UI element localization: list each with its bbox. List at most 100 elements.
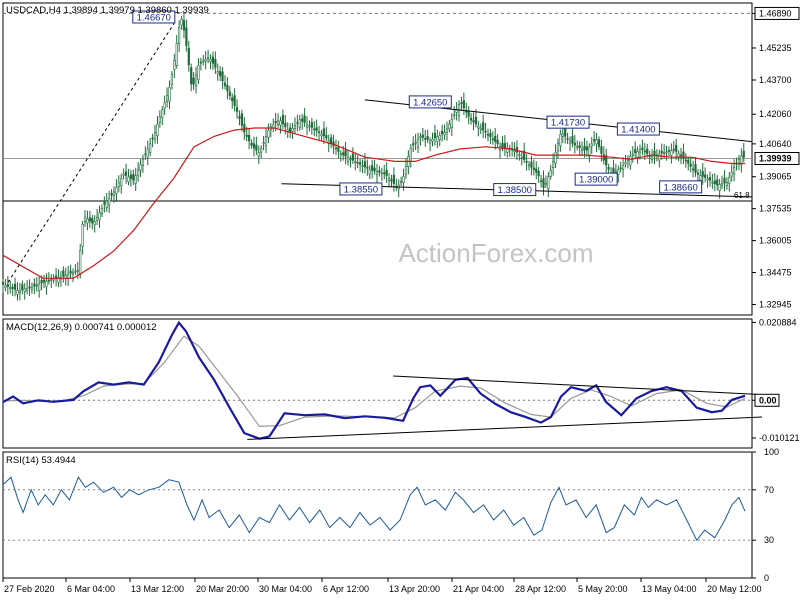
candle-body	[380, 172, 383, 175]
candle-body	[556, 143, 560, 152]
candle-body	[530, 161, 533, 168]
candle-body	[293, 125, 297, 129]
candle-body	[602, 154, 605, 161]
macd-axis-label: 0.020884	[759, 317, 797, 327]
candle-body	[303, 115, 306, 124]
candle-body	[523, 150, 526, 161]
candle-body	[706, 178, 709, 181]
macd-trendline	[393, 375, 763, 396]
candle-body	[687, 159, 690, 164]
candle-body	[330, 137, 333, 144]
rsi-axis-label: 0	[764, 573, 769, 583]
candle-body	[144, 153, 147, 156]
macd-axis-label: -0.010121	[759, 433, 800, 443]
candle-body	[178, 26, 181, 44]
candle-body	[414, 141, 417, 144]
price-axis-label: 1.45235	[759, 43, 792, 53]
candle-body	[175, 43, 178, 66]
candle-body	[723, 177, 726, 184]
candle-body	[448, 123, 451, 130]
candle-body	[252, 143, 256, 149]
candle-body	[42, 279, 46, 283]
candle-body	[701, 171, 704, 177]
candle-body	[158, 116, 161, 123]
candle-body	[713, 180, 716, 185]
candle-body	[214, 59, 217, 68]
candle-body	[57, 277, 60, 283]
candle-body	[219, 71, 222, 77]
candle-body	[103, 202, 106, 205]
candle-body	[416, 138, 420, 148]
candle-body	[547, 176, 550, 190]
candle-body	[433, 133, 437, 139]
candle-body	[472, 120, 475, 123]
price-annotation-box	[493, 183, 537, 197]
candle-body	[129, 174, 132, 179]
candle-body	[718, 184, 721, 191]
price-annotation-box	[339, 182, 383, 196]
watermark: ActionForex.com	[398, 238, 593, 268]
candle-body	[436, 136, 439, 142]
candle-body	[120, 178, 123, 187]
candle-body	[387, 178, 391, 181]
candle-body	[593, 139, 596, 142]
candle-body	[16, 290, 19, 295]
price-axis-label: 1.36005	[759, 236, 792, 246]
candle-body	[428, 140, 432, 144]
candle-body	[301, 118, 304, 122]
candle-body	[165, 95, 169, 102]
candle-body	[665, 151, 668, 154]
candle-body	[641, 147, 644, 151]
candle-body	[474, 116, 478, 125]
candle-body	[672, 148, 675, 151]
candle-body	[431, 139, 434, 142]
candle-body	[79, 250, 82, 275]
candle-body	[402, 176, 405, 183]
rsi-line	[2, 476, 746, 542]
candle-body	[660, 150, 663, 154]
candle-body	[115, 187, 118, 194]
candle-body	[161, 109, 164, 119]
price-annotation-label: 1.42650	[413, 97, 447, 108]
candle-body	[245, 134, 248, 137]
candle-body	[619, 167, 622, 170]
candle-body	[40, 279, 43, 284]
candle-body	[264, 136, 268, 147]
candle-body	[617, 169, 620, 175]
candle-body	[23, 288, 26, 292]
candle-body	[588, 146, 591, 157]
candle-body	[740, 155, 743, 166]
candle-body	[320, 133, 323, 137]
candle-body	[74, 270, 77, 273]
candle-body	[163, 102, 166, 109]
candle-body	[238, 116, 241, 119]
price-annotation-label: 1.39000	[579, 175, 613, 186]
candle-body	[173, 60, 176, 71]
candle-body	[426, 135, 429, 140]
candle-body	[117, 182, 120, 187]
candle-body	[289, 127, 292, 132]
candle-body	[383, 172, 386, 175]
candle-body	[112, 191, 116, 196]
candle-body	[206, 57, 210, 59]
candle-body	[88, 217, 91, 222]
x-axis-label: 30 Mar 04:00	[259, 584, 312, 594]
candle-body	[141, 158, 145, 166]
candle-body	[132, 174, 135, 181]
candle-body	[400, 180, 403, 184]
candle-body	[378, 170, 381, 173]
candle-body	[742, 150, 745, 158]
macd-value-tag: 0.00	[759, 395, 777, 405]
candle-body	[110, 193, 113, 196]
candle-body	[375, 171, 379, 176]
candle-body	[650, 156, 654, 160]
macd-line	[2, 320, 746, 440]
candle-body	[274, 121, 277, 124]
candle-body	[520, 156, 523, 159]
price-axis-label: 1.34475	[759, 268, 792, 278]
candle-body	[590, 143, 593, 147]
price-annotation-label: 1.38550	[344, 184, 378, 195]
candle-body	[337, 147, 340, 152]
macd-header: MACD(12,26,9) 0.000741 0.000012	[6, 322, 157, 333]
candle-body	[549, 169, 552, 177]
